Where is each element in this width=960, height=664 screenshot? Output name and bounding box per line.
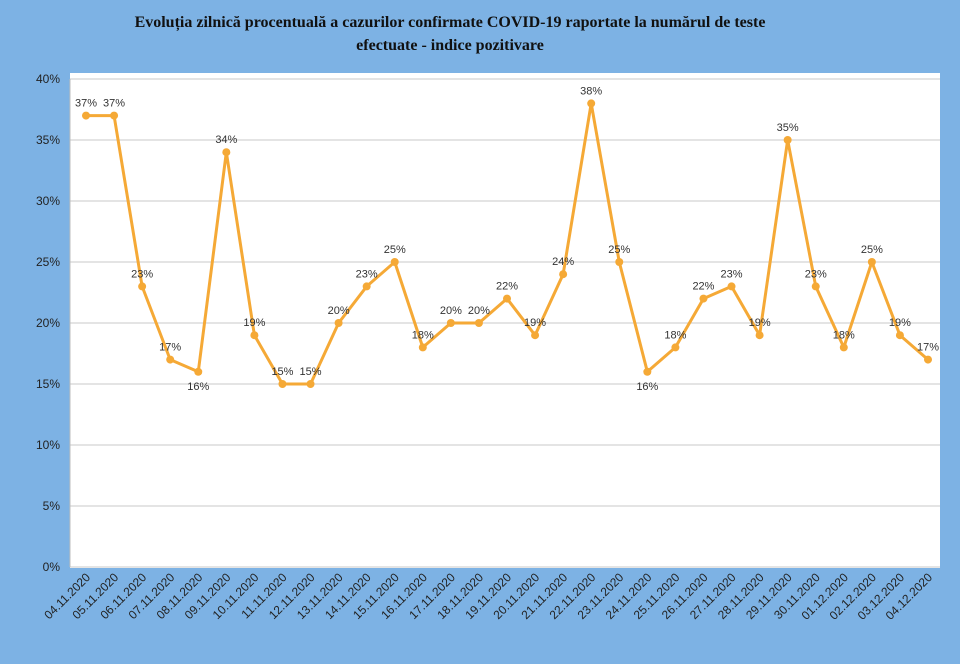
y-tick-label: 5% — [43, 499, 61, 513]
data-point — [867, 258, 876, 266]
data-point — [671, 343, 680, 352]
data-label: 23% — [356, 268, 378, 280]
data-label: 34% — [215, 134, 237, 146]
data-label: 24% — [552, 256, 574, 268]
data-label: 25% — [861, 244, 883, 256]
data-label: 19% — [243, 317, 265, 329]
data-point — [755, 331, 764, 340]
data-label: 38% — [580, 85, 602, 97]
data-point — [503, 294, 511, 303]
data-point — [110, 111, 119, 120]
data-point — [811, 282, 820, 291]
data-point — [699, 294, 708, 303]
data-label: 18% — [412, 329, 434, 341]
data-label: 18% — [833, 329, 855, 341]
data-point — [446, 319, 455, 327]
data-label: 15% — [300, 366, 322, 378]
data-point — [390, 258, 399, 266]
y-tick-label: 20% — [36, 316, 60, 330]
data-label: 35% — [777, 122, 799, 134]
data-point — [587, 99, 596, 108]
data-point — [895, 331, 904, 340]
y-tick-label: 40% — [36, 72, 60, 86]
y-tick-label: 15% — [36, 377, 60, 391]
series-points — [82, 99, 932, 388]
data-label: 18% — [664, 329, 686, 341]
data-point — [643, 367, 652, 376]
data-label: 17% — [159, 342, 181, 354]
data-label: 25% — [384, 244, 406, 256]
data-label: 19% — [524, 317, 546, 329]
data-point — [531, 331, 540, 340]
gridlines — [70, 78, 940, 568]
data-point — [306, 380, 315, 388]
data-label: 23% — [721, 268, 743, 280]
data-label: 25% — [608, 244, 630, 256]
y-tick-label: 10% — [36, 438, 60, 452]
data-point — [334, 319, 343, 327]
data-point — [278, 380, 287, 388]
data-point — [138, 282, 147, 291]
data-label: 20% — [328, 305, 350, 317]
data-label: 37% — [103, 98, 125, 110]
y-tick-label: 25% — [36, 255, 60, 269]
data-point — [222, 148, 231, 157]
data-label: 19% — [889, 317, 911, 329]
data-labels: 37% 37% 23% 17% 16% 34% 19% 15% 15% 20% 23% 25% 18% 2… — [75, 85, 939, 392]
y-tick-label: 30% — [36, 194, 60, 208]
data-label: 20% — [468, 305, 490, 317]
data-label: 19% — [749, 317, 771, 329]
data-label: 37% — [75, 98, 97, 110]
data-label: 16% — [187, 381, 209, 393]
data-point — [362, 282, 371, 291]
data-point — [194, 367, 203, 376]
data-point — [783, 136, 792, 144]
data-point — [474, 319, 483, 327]
y-tick-label: 0% — [43, 560, 61, 574]
data-point — [250, 331, 259, 340]
chart-title: Evoluția zilnică procentuală a cazurilor… — [134, 14, 766, 54]
data-point — [839, 343, 848, 352]
data-label: 22% — [496, 281, 518, 293]
data-point — [418, 343, 427, 352]
data-label: 17% — [917, 342, 939, 354]
data-label: 22% — [692, 281, 714, 293]
data-point — [82, 111, 90, 120]
y-tick-label: 35% — [36, 133, 60, 147]
data-point — [166, 355, 175, 364]
data-point — [727, 282, 736, 291]
x-axis-tick-labels: 04.11.202005.11.202006.11.202007.11.2020… — [41, 570, 935, 623]
data-label: 16% — [636, 381, 658, 393]
y-axis-tick-labels: 0% 5% 10% 15% 20% 25% 30% 35% 40% — [36, 72, 60, 574]
data-label: 23% — [131, 268, 153, 280]
data-point — [924, 355, 932, 364]
data-label: 23% — [805, 268, 827, 280]
data-point — [559, 270, 568, 279]
plot-area — [70, 73, 940, 568]
data-label: 15% — [271, 366, 293, 378]
data-label: 20% — [440, 305, 462, 317]
data-point — [615, 258, 624, 266]
